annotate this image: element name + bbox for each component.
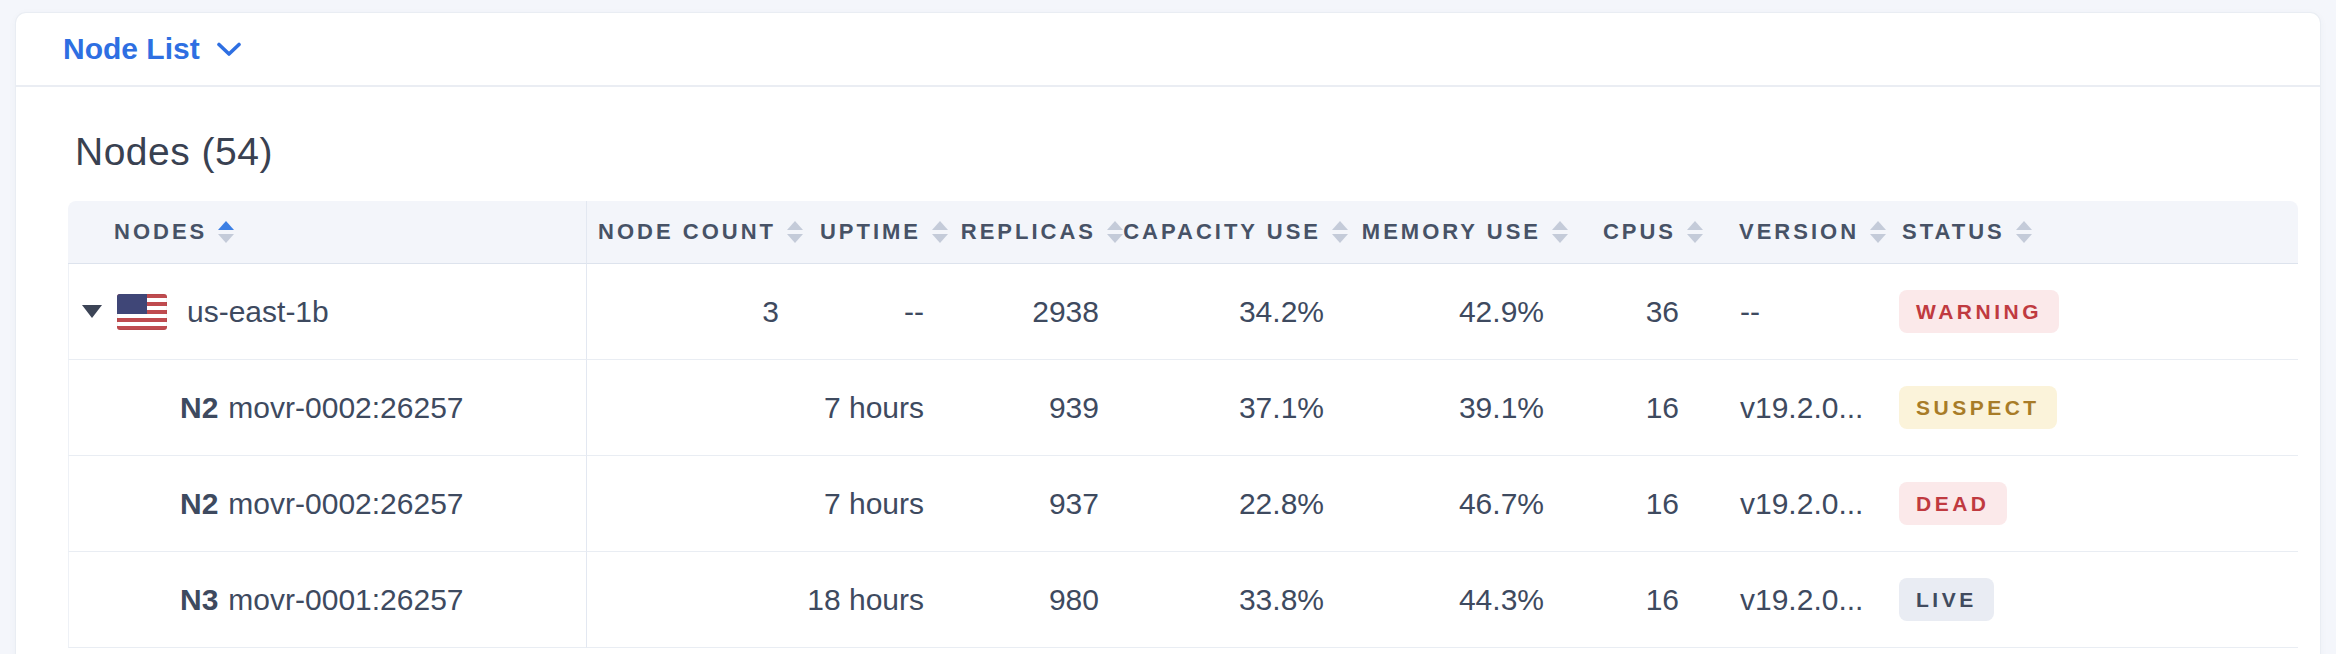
caret-down-icon[interactable] — [82, 305, 102, 318]
cell-replicas: 939 — [950, 360, 1125, 456]
cell-uptime: 7 hours — [805, 360, 950, 456]
cell-uptime: 18 hours — [805, 552, 950, 648]
sort-icon[interactable] — [1870, 221, 1886, 243]
table-row-node[interactable]: N2 movr-0002:26257 7 hours 939 37.1% 39.… — [68, 360, 2298, 456]
us-flag-icon — [117, 294, 167, 330]
column-header-memory-use[interactable]: MEMORY USE — [1350, 201, 1570, 264]
status-badge: LIVE — [1899, 578, 1994, 621]
column-header-status[interactable]: STATUS — [1868, 201, 2298, 264]
chevron-down-icon — [217, 42, 241, 57]
node-id: N2 — [180, 391, 218, 425]
cell-memory-use: 39.1% — [1350, 360, 1570, 456]
column-label: REPLICAS — [961, 219, 1096, 245]
sort-icon[interactable] — [787, 221, 803, 243]
column-header-replicas[interactable]: REPLICAS — [950, 201, 1125, 264]
cell-version: v19.2.0... — [1705, 456, 1868, 552]
node-id: N2 — [180, 487, 218, 521]
cell-status: LIVE — [1868, 552, 2298, 648]
cell-uptime: 7 hours — [805, 456, 950, 552]
sort-icon[interactable] — [2016, 221, 2032, 243]
cell-nodes: us-east-1b — [68, 264, 587, 360]
cell-capacity-use: 37.1% — [1125, 360, 1350, 456]
page-title: Nodes (54) — [75, 130, 2320, 174]
status-badge: DEAD — [1899, 482, 2007, 525]
node-address: movr-0002:26257 — [228, 391, 463, 425]
nodes-table-wrap: NODES NODE COUNT UPTIME — [68, 201, 2320, 648]
cell-node-count — [587, 552, 805, 648]
cell-node-count — [587, 456, 805, 552]
cell-memory-use: 46.7% — [1350, 456, 1570, 552]
cell-status: WARNING — [1868, 264, 2298, 360]
node-address: movr-0002:26257 — [228, 487, 463, 521]
cell-capacity-use: 22.8% — [1125, 456, 1350, 552]
region-name: us-east-1b — [187, 295, 329, 329]
status-badge: SUSPECT — [1899, 386, 2057, 429]
view-selector-dropdown[interactable]: Node List — [63, 32, 241, 66]
column-label: NODE COUNT — [598, 219, 776, 245]
cell-status: SUSPECT — [1868, 360, 2298, 456]
cell-cpus: 16 — [1570, 552, 1705, 648]
column-header-cpus[interactable]: CPUS — [1570, 201, 1705, 264]
column-label: MEMORY USE — [1362, 219, 1541, 245]
column-header-uptime[interactable]: UPTIME — [805, 201, 950, 264]
cell-cpus: 36 — [1570, 264, 1705, 360]
cell-node-count — [587, 360, 805, 456]
cell-nodes: N3 movr-0001:26257 — [68, 552, 587, 648]
table-row-node[interactable]: N2 movr-0002:26257 7 hours 937 22.8% 46.… — [68, 456, 2298, 552]
cell-memory-use: 42.9% — [1350, 264, 1570, 360]
column-label: NODES — [114, 219, 207, 245]
cell-capacity-use: 34.2% — [1125, 264, 1350, 360]
sort-icon[interactable] — [1332, 221, 1348, 243]
sort-icon[interactable] — [218, 221, 234, 243]
cell-nodes: N2 movr-0002:26257 — [68, 360, 587, 456]
sort-icon[interactable] — [1687, 221, 1703, 243]
cell-nodes: N2 movr-0002:26257 — [68, 456, 587, 552]
status-badge: WARNING — [1899, 290, 2059, 333]
view-selector-label: Node List — [63, 32, 200, 66]
cell-cpus: 16 — [1570, 360, 1705, 456]
column-header-nodes[interactable]: NODES — [68, 201, 587, 264]
cell-version: v19.2.0... — [1705, 360, 1868, 456]
column-header-version[interactable]: VERSION — [1705, 201, 1868, 264]
table-header-row: NODES NODE COUNT UPTIME — [68, 201, 2298, 264]
cell-capacity-use: 33.8% — [1125, 552, 1350, 648]
view-titlebar: Node List — [16, 13, 2320, 87]
flag-canton — [117, 294, 147, 314]
column-label: UPTIME — [820, 219, 921, 245]
cell-replicas: 980 — [950, 552, 1125, 648]
cell-replicas: 2938 — [950, 264, 1125, 360]
column-label: VERSION — [1739, 219, 1859, 245]
column-header-node-count[interactable]: NODE COUNT — [587, 201, 805, 264]
cell-memory-use: 44.3% — [1350, 552, 1570, 648]
cell-status: DEAD — [1868, 456, 2298, 552]
cell-version: -- — [1705, 264, 1868, 360]
cell-uptime: -- — [805, 264, 950, 360]
node-address: movr-0001:26257 — [228, 583, 463, 617]
column-label: CPUS — [1603, 219, 1676, 245]
sort-icon[interactable] — [1552, 221, 1568, 243]
node-list-panel: Node List Nodes (54) NODES — [16, 13, 2320, 654]
column-label: CAPACITY USE — [1123, 219, 1321, 245]
nodes-table: NODES NODE COUNT UPTIME — [68, 201, 2298, 648]
cell-replicas: 937 — [950, 456, 1125, 552]
table-row-region[interactable]: us-east-1b 3 -- 2938 34.2% 42.9% 36 -- W… — [68, 264, 2298, 360]
table-row-node[interactable]: N3 movr-0001:26257 18 hours 980 33.8% 44… — [68, 552, 2298, 648]
cell-version: v19.2.0... — [1705, 552, 1868, 648]
column-label: STATUS — [1902, 219, 2005, 245]
sort-icon[interactable] — [932, 221, 948, 243]
column-header-capacity-use[interactable]: CAPACITY USE — [1125, 201, 1350, 264]
sort-icon[interactable] — [1107, 221, 1123, 243]
cell-cpus: 16 — [1570, 456, 1705, 552]
cell-node-count: 3 — [587, 264, 805, 360]
node-id: N3 — [180, 583, 218, 617]
